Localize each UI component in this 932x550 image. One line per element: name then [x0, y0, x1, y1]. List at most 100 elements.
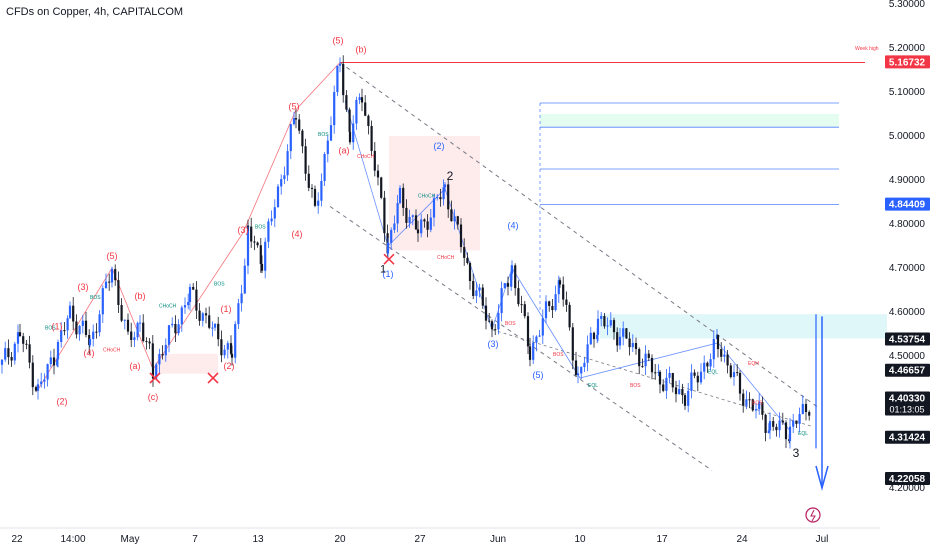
candle-body [658, 371, 662, 385]
candle-body [557, 280, 560, 295]
lines-layer [36, 62, 865, 491]
candle-body [622, 328, 625, 337]
candle-body [729, 365, 732, 378]
candle-body [687, 390, 690, 406]
time-tick: 24 [736, 534, 748, 545]
x-mark-1 [207, 372, 219, 384]
candle-body [13, 343, 16, 361]
zones-layer [157, 114, 887, 374]
candle-body [56, 359, 59, 366]
price-tag-text: 5.16732 [889, 57, 926, 68]
candle-body [370, 126, 373, 151]
candle-body [554, 294, 557, 311]
candle-body [88, 339, 92, 346]
chart-title: CFDs on Copper, 4h, CAPITALCOM [6, 6, 184, 18]
candle-body [229, 343, 233, 354]
candle-body [43, 379, 46, 382]
candle-body [583, 362, 586, 368]
candle-body [226, 343, 229, 350]
candle-body [754, 409, 758, 411]
candle-body [520, 304, 523, 306]
candle-body [383, 197, 386, 234]
candle-body [142, 322, 145, 342]
candle-body [298, 119, 301, 131]
candle-body [443, 184, 447, 188]
target-zone [540, 114, 839, 128]
wave-label: (b) [135, 291, 146, 301]
candle-body [638, 349, 641, 367]
wave-label: (2) [434, 141, 445, 151]
wave-label: (5) [333, 36, 344, 46]
candle-body [647, 353, 650, 358]
candle-body [367, 115, 370, 127]
candle-body [171, 323, 174, 326]
candle-body [264, 241, 267, 271]
price-tick: 4.70000 [889, 263, 926, 274]
price-tag [885, 471, 930, 485]
time-tick: 17 [656, 534, 668, 545]
candle-body [712, 338, 715, 360]
candle-body [510, 265, 514, 274]
candle-body [108, 281, 111, 283]
price-tick: 5.30000 [889, 0, 926, 10]
candle-body [596, 318, 600, 335]
candle-body [161, 353, 164, 356]
structure-label: EQL [798, 431, 808, 437]
price-tick: 4.50000 [889, 351, 926, 362]
candle-body [674, 387, 678, 395]
candle-body [187, 301, 190, 306]
time-tick: Jun [490, 534, 506, 545]
candle-body [745, 399, 748, 406]
candle-body [78, 325, 81, 335]
candle-body [494, 329, 497, 331]
candle-body [662, 384, 665, 391]
candle-body [720, 349, 723, 357]
candle-body [535, 336, 538, 343]
candle-body [260, 263, 264, 271]
candle-body [270, 218, 273, 222]
candle-body [40, 381, 43, 385]
candle-body [709, 359, 712, 367]
candle-body [484, 305, 488, 321]
candle-body [123, 319, 126, 321]
candle-body [767, 430, 770, 433]
candle-body [795, 420, 798, 424]
candle-body [420, 219, 423, 234]
candle-body [117, 280, 120, 305]
candle-body [436, 197, 439, 199]
candle-body [606, 325, 609, 327]
candle-body [110, 269, 114, 283]
candle-body [596, 334, 599, 340]
wave-label: (3) [488, 339, 499, 349]
candle-body [497, 313, 500, 330]
candle-body [243, 265, 246, 294]
wave-label: (c) [148, 392, 159, 402]
candle-body [618, 336, 622, 346]
candle-body [456, 216, 459, 225]
candle-body [323, 153, 326, 181]
candle-body [503, 283, 506, 289]
candle-body [742, 393, 745, 406]
candle-body [338, 63, 342, 66]
candle-body [289, 124, 292, 152]
candle-body [478, 287, 481, 291]
candle-body [538, 335, 541, 337]
time-tick: May [121, 534, 140, 545]
structure-label: BOS [45, 326, 56, 332]
candle-body [603, 316, 606, 327]
structure-label: BOS [318, 132, 329, 138]
candle-body [784, 422, 788, 440]
candle-body [748, 399, 751, 401]
wave-label: (5) [289, 102, 300, 112]
candle-body [16, 332, 20, 344]
candle-body [571, 327, 574, 361]
candle-body [380, 177, 383, 198]
candle-body [514, 265, 517, 289]
candle-body [294, 118, 298, 120]
candle-body [736, 372, 739, 374]
candle-body [63, 330, 66, 332]
candle-body [84, 320, 88, 336]
candle-body [396, 203, 399, 224]
price-tag [885, 363, 930, 377]
